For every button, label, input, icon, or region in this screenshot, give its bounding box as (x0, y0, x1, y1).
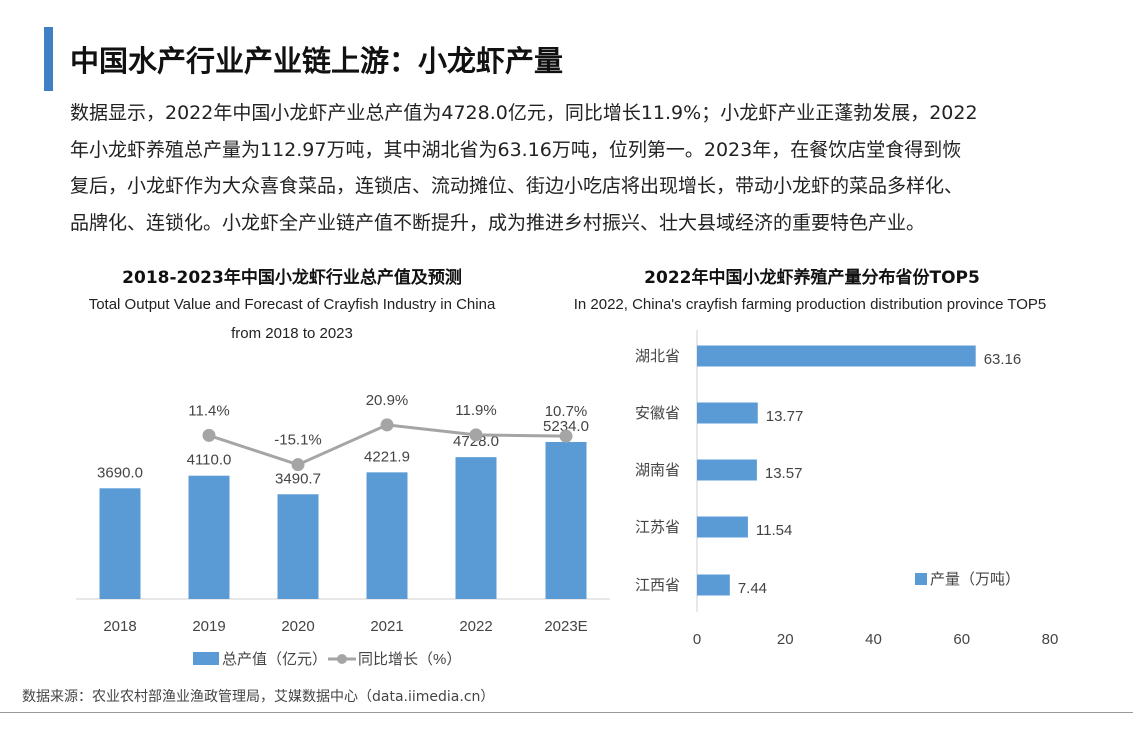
bar-value-label: 5234.0 (543, 418, 589, 435)
legend-swatch (915, 573, 927, 585)
chart-subtitle-left-line1: Total Output Value and Forecast of Crayf… (88, 296, 496, 313)
bar-value-label: 13.57 (765, 465, 803, 482)
x-tick-label: 2019 (192, 618, 225, 635)
footer-divider (0, 712, 1133, 713)
y-category-label: 安徽省 (635, 405, 680, 422)
bar-value-label: 4221.9 (364, 448, 410, 465)
x-tick-label: 2018 (103, 618, 136, 635)
x-tick-label: 2023E (544, 618, 587, 635)
growth-value-label: 11.9% (455, 402, 496, 419)
legend-label: 产量（万吨） (930, 571, 1020, 588)
growth-point (380, 418, 394, 432)
growth-point (291, 458, 305, 472)
output-value-chart: 3690.0 2018 4110.0 2019 3490.7 2020 4221.9 2021… (76, 392, 610, 668)
source-note: 数据来源：农业农村部渔业渔政管理局，艾媒数据中心（data.iimedia.cn… (22, 689, 495, 705)
bar-total-output (366, 472, 408, 599)
growth-value-label: 10.7% (545, 403, 588, 420)
chart-title-right: 2022年中国小龙虾养殖产量分布省份TOP5 (644, 268, 980, 288)
legend-line-label: 同比增长（%） (358, 651, 461, 668)
bar-province-production (697, 516, 748, 538)
bar-total-output (99, 488, 141, 599)
legend-bar-swatch (193, 652, 219, 665)
legend-bar-label: 总产值（亿元） (222, 651, 327, 668)
bar-total-output (545, 441, 587, 599)
x-tick-label: 60 (953, 631, 970, 648)
bar-value-label: 13.77 (766, 408, 804, 425)
bar-total-output (188, 475, 230, 599)
bar-total-output (455, 457, 497, 599)
y-category-label: 江苏省 (635, 519, 680, 536)
chart-subtitle-right: In 2022, China's crayfish farming produc… (573, 296, 1047, 313)
x-tick-label: 40 (865, 631, 882, 648)
growth-point (559, 429, 573, 443)
growth-point (469, 428, 483, 442)
x-tick-label: 2020 (281, 618, 314, 635)
bar-value-label: 63.16 (984, 351, 1022, 368)
x-tick-label: 2022 (459, 618, 492, 635)
chart-title-left: 2018-2023年中国小龙虾行业总产值及预测 (122, 268, 462, 288)
chart-subtitle-left-line2: from 2018 to 2023 (231, 325, 353, 342)
bar-total-output (277, 494, 319, 599)
title-accent-bar (44, 27, 53, 91)
bar-value-label: 7.44 (738, 580, 767, 597)
page-title: 中国水产行业产业链上游：小龙虾产量 (70, 44, 564, 78)
x-tick-label: 2021 (370, 618, 403, 635)
province-production-chart: 湖北省 63.16 安徽省 13.77 湖南省 13.57 江苏省 11.54 江西省 7.44 0… (635, 330, 1059, 648)
description-line: 品牌化、连锁化。小龙虾全产业链产值不断提升，成为推进乡村振兴、壮大县域经济的重要… (70, 211, 926, 234)
chart-subtitle-left: Total Output Value and Forecast of Crayf… (50, 290, 534, 348)
y-category-label: 湖南省 (635, 462, 680, 479)
growth-value-label: 20.9% (366, 392, 409, 409)
bar-value-label: 3690.0 (97, 464, 143, 481)
bar-province-production (697, 345, 976, 367)
bar-value-label: 4110.0 (187, 452, 232, 469)
description-text: 数据显示，2022年中国小龙虾产业总产值为4728.0亿元，同比增长11.9%；… (70, 95, 1070, 241)
legend-line-marker (337, 654, 347, 664)
bar-value-label: 11.54 (756, 522, 792, 539)
y-category-label: 湖北省 (635, 348, 680, 365)
y-category-label: 江西省 (635, 577, 680, 594)
x-tick-label: 0 (693, 631, 701, 648)
bar-province-production (697, 574, 730, 596)
bar-province-production (697, 459, 757, 481)
description-line: 年小龙虾养殖总产量为112.97万吨，其中湖北省为63.16万吨，位列第一。20… (70, 138, 962, 161)
bar-value-label: 3490.7 (275, 470, 321, 487)
growth-value-label: -15.1% (274, 432, 322, 449)
bar-province-production (697, 402, 758, 424)
growth-value-label: 11.4% (188, 402, 229, 419)
x-tick-label: 20 (777, 631, 794, 648)
x-tick-label: 80 (1042, 631, 1059, 648)
bar-value-label: 4728.0 (453, 433, 499, 450)
growth-point (202, 428, 216, 442)
description-line: 复后，小龙虾作为大众喜食菜品，连锁店、流动摊位、街边小吃店将出现增长，带动小龙虾… (70, 175, 964, 197)
description-line: 数据显示，2022年中国小龙虾产业总产值为4728.0亿元，同比增长11.9%；… (70, 102, 978, 124)
